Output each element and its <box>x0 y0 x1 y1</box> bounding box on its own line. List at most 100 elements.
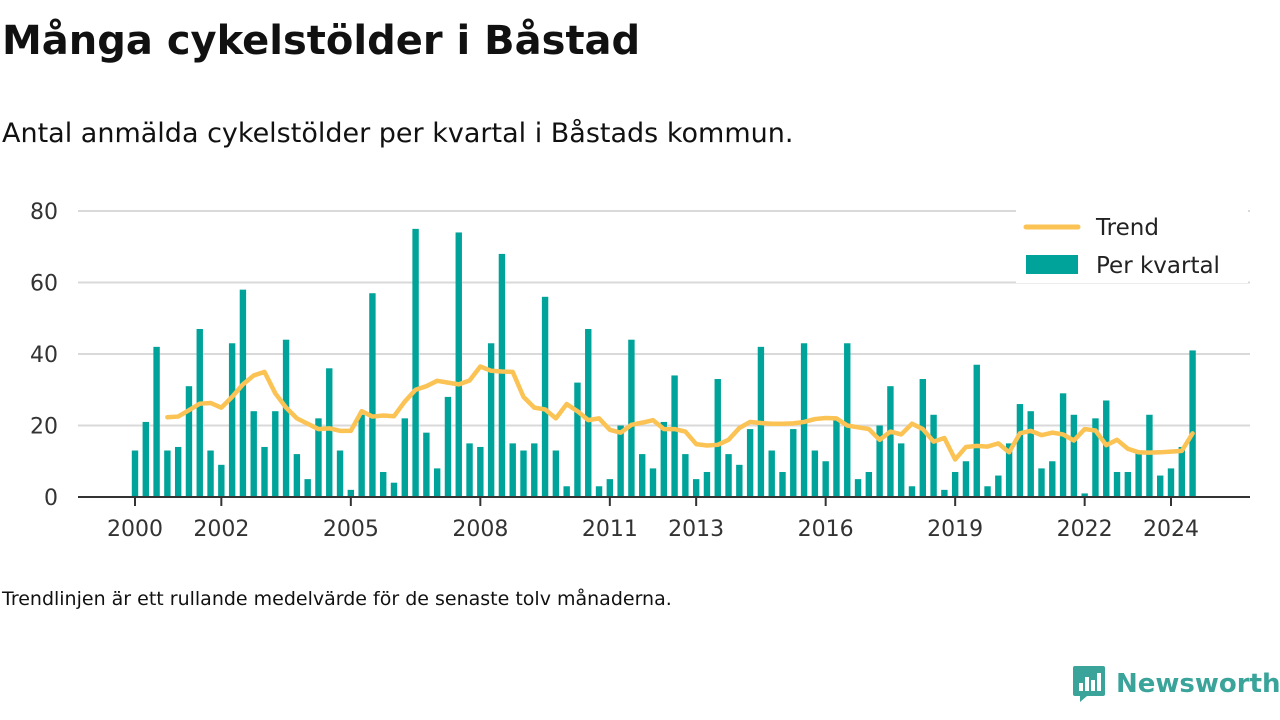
bar <box>272 411 279 497</box>
bar <box>228 343 236 497</box>
bar <box>153 346 160 497</box>
bar <box>854 479 862 498</box>
bar <box>207 450 214 497</box>
bar <box>887 386 894 497</box>
legend-bar-swatch <box>1026 255 1078 274</box>
newsworthy-logo-icon <box>1073 666 1105 702</box>
bar <box>628 339 635 497</box>
bar <box>315 418 322 497</box>
bar <box>660 421 667 497</box>
bar <box>1027 411 1034 497</box>
bar <box>703 471 711 497</box>
bar <box>865 471 873 497</box>
bar <box>185 386 193 497</box>
bar <box>692 479 700 498</box>
x-axis-ticks: 2000 2002 2005 2008 2011 2013 2016 2019 2022 2024 <box>107 497 1199 542</box>
bar <box>423 432 430 497</box>
bar <box>239 289 247 497</box>
bar <box>1059 393 1067 497</box>
bar <box>682 454 689 497</box>
bar <box>380 471 387 497</box>
bar <box>196 328 203 497</box>
bar <box>714 379 721 497</box>
bar-series <box>131 228 1196 498</box>
bar <box>1092 418 1099 497</box>
bar <box>1038 468 1045 497</box>
bar <box>962 461 970 497</box>
legend-trend-label: Trend <box>1095 215 1159 241</box>
bar <box>941 489 948 497</box>
bar <box>574 382 581 497</box>
bar <box>131 450 139 497</box>
bar <box>1146 414 1153 497</box>
bar <box>444 396 452 497</box>
bar <box>304 479 311 498</box>
bar <box>930 414 937 497</box>
bar <box>541 296 549 497</box>
bar <box>1049 461 1056 497</box>
bar <box>498 253 506 497</box>
bar <box>563 486 570 497</box>
bar <box>595 486 603 497</box>
bar <box>164 450 171 497</box>
bar <box>552 450 560 497</box>
bar <box>984 486 991 497</box>
x-tick-label: 2024 <box>1143 517 1199 542</box>
bar <box>833 418 840 497</box>
y-axis-ticks: 0 20 40 60 80 <box>30 200 58 511</box>
bar <box>412 228 419 498</box>
bar <box>779 471 786 497</box>
bar <box>347 489 355 497</box>
y-tick-label: 60 <box>30 272 58 297</box>
bar <box>1124 471 1132 497</box>
bar <box>433 468 441 497</box>
footnote: Trendlinjen är ett rullande medelvärde f… <box>2 588 672 610</box>
bar <box>1167 468 1175 497</box>
bar <box>466 443 473 498</box>
legend-bar-label: Per kvartal <box>1096 253 1220 279</box>
brand-logo: Newsworthy <box>1072 664 1280 704</box>
bar <box>174 446 182 497</box>
bar <box>822 461 829 497</box>
y-tick-label: 40 <box>30 343 58 368</box>
bar <box>790 429 797 497</box>
bar <box>1135 450 1142 497</box>
x-tick-label: 2000 <box>107 517 163 542</box>
bar <box>617 425 624 497</box>
bar <box>390 482 398 497</box>
bar <box>768 450 775 497</box>
x-tick-label: 2011 <box>582 517 638 542</box>
bar <box>282 339 290 497</box>
x-tick-label: 2022 <box>1057 517 1113 542</box>
bar <box>746 429 754 497</box>
x-tick-label: 2016 <box>798 517 854 542</box>
bar <box>358 414 365 497</box>
bar <box>876 425 883 497</box>
y-tick-label: 20 <box>30 415 58 440</box>
x-tick-label: 2005 <box>323 517 379 542</box>
bar <box>725 454 732 497</box>
bar <box>369 293 376 497</box>
x-tick-label: 2008 <box>452 517 508 542</box>
bar <box>606 479 614 498</box>
bar <box>477 446 484 497</box>
bar <box>671 375 678 497</box>
bar <box>908 486 916 497</box>
bar <box>261 446 268 497</box>
bar <box>898 443 905 498</box>
bar <box>811 450 819 497</box>
bar <box>520 450 527 497</box>
bar <box>1005 443 1013 498</box>
trend-line <box>165 364 1195 462</box>
brand-name: Newsworthy <box>1116 669 1280 699</box>
bar <box>844 343 851 497</box>
bar <box>487 343 495 497</box>
bar <box>1081 493 1088 497</box>
bar <box>919 379 926 497</box>
bar <box>142 421 149 497</box>
bar <box>250 411 257 497</box>
bar <box>326 368 333 497</box>
chart-title: Många cykelstölder i Båstad <box>2 18 641 64</box>
bar <box>736 464 743 497</box>
